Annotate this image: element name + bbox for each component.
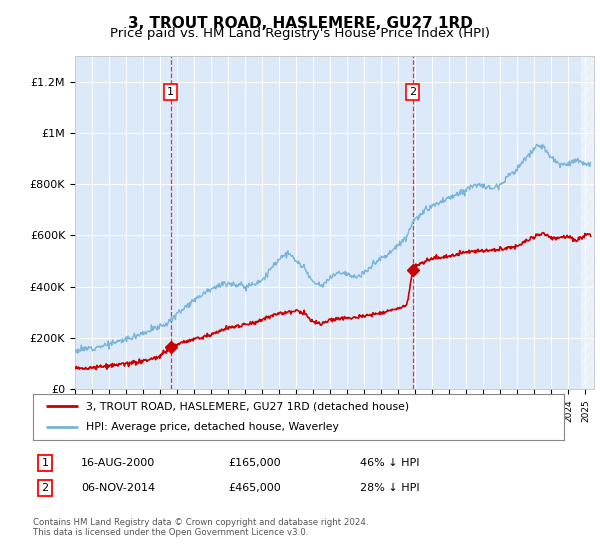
Text: Contains HM Land Registry data © Crown copyright and database right 2024.
This d: Contains HM Land Registry data © Crown c…	[33, 518, 368, 538]
Text: 3, TROUT ROAD, HASLEMERE, GU27 1RD (detached house): 3, TROUT ROAD, HASLEMERE, GU27 1RD (deta…	[86, 401, 409, 411]
Text: 06-NOV-2014: 06-NOV-2014	[81, 483, 155, 493]
Text: Price paid vs. HM Land Registry's House Price Index (HPI): Price paid vs. HM Land Registry's House …	[110, 27, 490, 40]
Text: 2: 2	[409, 87, 416, 97]
Text: £165,000: £165,000	[228, 458, 281, 468]
Text: HPI: Average price, detached house, Waverley: HPI: Average price, detached house, Wave…	[86, 422, 339, 432]
Text: 46% ↓ HPI: 46% ↓ HPI	[360, 458, 419, 468]
Text: 2: 2	[41, 483, 49, 493]
Text: 28% ↓ HPI: 28% ↓ HPI	[360, 483, 419, 493]
Text: £465,000: £465,000	[228, 483, 281, 493]
Bar	[581, 56, 594, 389]
Text: 1: 1	[41, 458, 49, 468]
Text: 16-AUG-2000: 16-AUG-2000	[81, 458, 155, 468]
Text: 3, TROUT ROAD, HASLEMERE, GU27 1RD: 3, TROUT ROAD, HASLEMERE, GU27 1RD	[128, 16, 472, 31]
Text: 1: 1	[167, 87, 174, 97]
